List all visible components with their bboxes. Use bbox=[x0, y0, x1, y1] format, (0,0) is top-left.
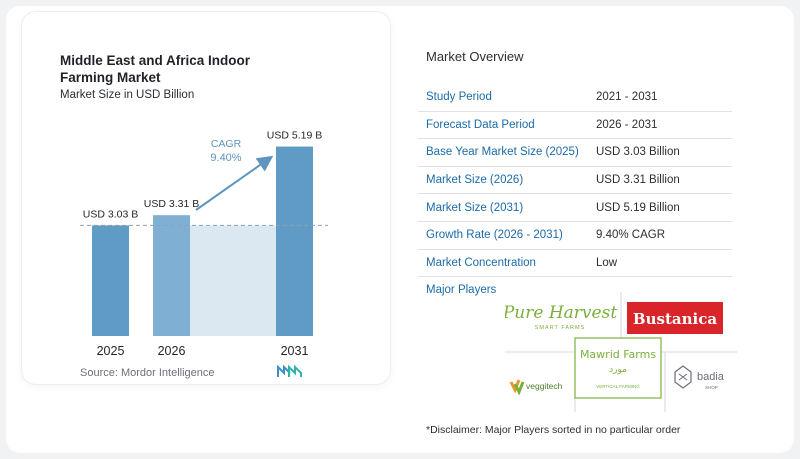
overview-row-value: Low bbox=[596, 256, 618, 269]
veggitech-logo: veggitech bbox=[509, 379, 563, 396]
overview-row-label: Base Year Market Size (2025) bbox=[426, 146, 579, 159]
overview-row: Growth Rate (2026 - 2031) 9.40% CAGR bbox=[418, 222, 732, 250]
overview-row: Market Size (2031) USD 5.19 Billion bbox=[418, 194, 732, 222]
major-players-title: Major Players bbox=[426, 284, 497, 296]
overview-row-value: USD 3.03 Billion bbox=[596, 146, 680, 159]
overview-row-value: 2021 - 2031 bbox=[596, 91, 658, 104]
badia-name: badia bbox=[697, 371, 725, 383]
badia-logo: badia SHOP bbox=[674, 365, 725, 390]
mordor-logo-icon bbox=[277, 364, 302, 377]
mawrid-sub: VERTICAL FARMING bbox=[596, 384, 640, 389]
overview-row-label: Study Period bbox=[426, 91, 492, 104]
market-overview-title: Market Overview bbox=[426, 49, 524, 64]
bar bbox=[153, 215, 190, 336]
data-label: USD 3.03 B bbox=[83, 208, 138, 220]
overview-row-label: Forecast Data Period bbox=[426, 118, 535, 131]
overview-row-value: 2026 - 2031 bbox=[596, 118, 658, 131]
mawrid-script-icon: ﻣﻮرد bbox=[609, 365, 627, 375]
mawrid-logo: Mawrid Farms ﻣﻮرد VERTICAL FARMING bbox=[574, 337, 662, 399]
x-tick-label: 2031 bbox=[281, 344, 309, 358]
data-label: USD 5.19 B bbox=[267, 130, 322, 142]
overview-row-label: Market Size (2031) bbox=[426, 201, 524, 214]
players-logo-grid: Pure Harvest SMART FARMS Bustanica Mawri… bbox=[505, 292, 737, 412]
cagr-label: CAGR bbox=[211, 138, 242, 150]
overview-row: Base Year Market Size (2025) USD 3.03 Bil… bbox=[418, 139, 732, 167]
disclaimer: *Disclaimer: Major Players sorted in no … bbox=[426, 424, 681, 436]
overview-row-label: Market Size (2026) bbox=[426, 174, 524, 187]
overview-row-label: Growth Rate (2026 - 2031) bbox=[426, 229, 563, 242]
bustanica-logo: Bustanica bbox=[627, 302, 723, 334]
chart-title: Middle East and Africa Indoor Farming Ma… bbox=[60, 53, 251, 85]
overview-table: Study Period 2021 - 2031 Forecast Data Per… bbox=[418, 84, 732, 278]
mawrid-name: Mawrid Farms bbox=[580, 348, 656, 361]
cagr-value: 9.40% bbox=[210, 152, 241, 164]
bustanica-name: Bustanica bbox=[633, 310, 717, 328]
bar bbox=[276, 146, 313, 336]
bar bbox=[92, 225, 129, 336]
bar-chart: USD 3.03 B USD 3.31 B USD 5.19 B 2025 2026 20… bbox=[80, 130, 328, 358]
x-tick-label: 2026 bbox=[158, 344, 186, 358]
veggitech-name: veggitech bbox=[526, 381, 563, 391]
growth-band bbox=[190, 225, 276, 336]
pure-harvest-name: Pure Harvest bbox=[505, 303, 617, 323]
chart-subtitle: Market Size in USD Billion bbox=[60, 89, 195, 101]
overview-row: Market Concentration Low bbox=[418, 250, 732, 278]
overview-row: Forecast Data Period 2026 - 2031 bbox=[418, 112, 732, 140]
x-tick-label: 2025 bbox=[97, 344, 125, 358]
pure-harvest-logo: Pure Harvest SMART FARMS bbox=[505, 303, 617, 331]
badia-sub: SHOP bbox=[705, 385, 718, 390]
overview-row: Market Size (2026) USD 3.31 Billion bbox=[418, 167, 732, 195]
overview-row-label: Market Concentration bbox=[426, 256, 536, 269]
cagr-arrow bbox=[195, 155, 274, 211]
overview-row: Study Period 2021 - 2031 bbox=[418, 84, 732, 112]
overview-row-value: USD 5.19 Billion bbox=[596, 201, 680, 214]
source-note: Source: Mordor Intelligence bbox=[80, 367, 215, 379]
overview-row-value: 9.40% CAGR bbox=[596, 229, 666, 242]
overview-row-value: USD 3.31 Billion bbox=[596, 174, 680, 187]
data-label: USD 3.31 B bbox=[144, 198, 199, 210]
pure-harvest-sub: SMART FARMS bbox=[535, 325, 586, 331]
